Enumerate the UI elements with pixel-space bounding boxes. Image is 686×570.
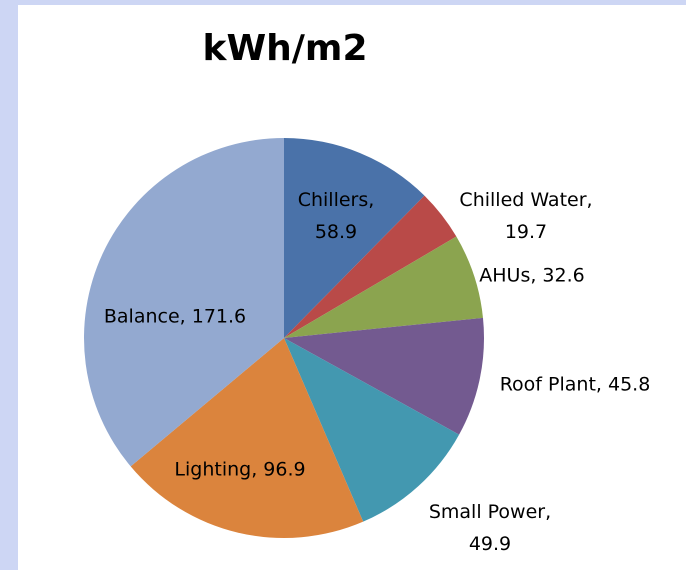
pie-slice	[284, 195, 457, 338]
data-label-line: Chillers,	[298, 189, 375, 211]
data-label: Small Power, 49.9	[429, 501, 551, 555]
pie-slice	[284, 236, 483, 338]
pie-slice	[284, 338, 460, 522]
pie-slice	[84, 138, 284, 467]
data-label-line: 58.9	[315, 221, 357, 243]
data-label: Roof Plant, 45.8	[500, 374, 651, 396]
pie-slice	[284, 317, 484, 435]
data-label: Chilled Water, 19.7	[459, 189, 592, 243]
data-label-line: Small Power,	[429, 501, 551, 523]
pie-slice	[130, 338, 364, 538]
data-label: Chillers, 58.9	[298, 189, 375, 243]
data-label: Lighting, 96.9	[174, 459, 305, 481]
chart-title: kWh/m2	[203, 28, 368, 69]
data-label-line: 49.9	[469, 533, 511, 555]
data-label: Balance, 171.6	[104, 306, 246, 328]
data-label-line: 19.7	[505, 221, 547, 243]
data-label-line: Chilled Water,	[459, 189, 592, 211]
pie-slice	[284, 138, 425, 338]
data-label: AHUs, 32.6	[479, 265, 584, 287]
